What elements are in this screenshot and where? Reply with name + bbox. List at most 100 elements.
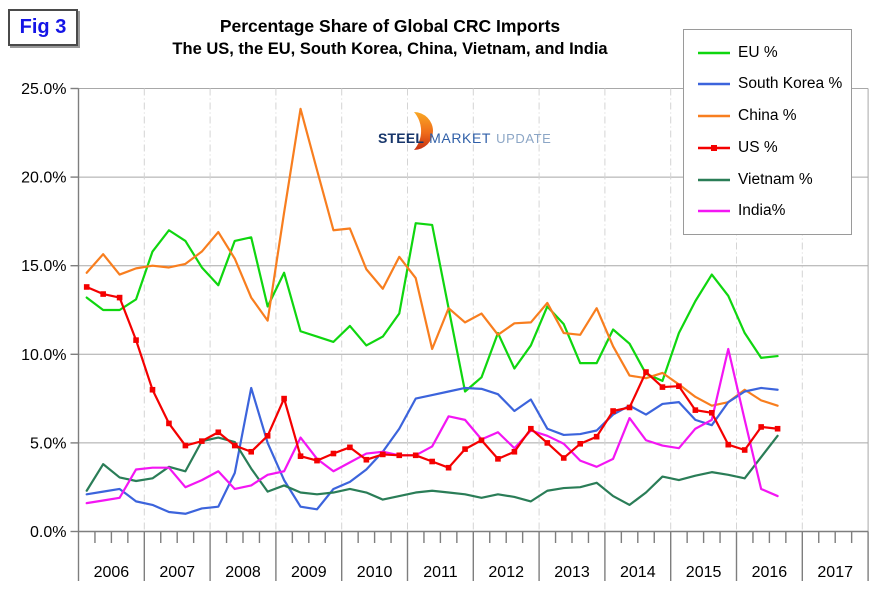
- series-marker-us: [709, 409, 715, 416]
- legend-item-eu: EU %: [697, 44, 851, 62]
- series-marker-us: [544, 440, 551, 446]
- series-line-us: [85, 285, 779, 469]
- series-marker-us: [741, 447, 748, 453]
- chart-title: Percentage Share of Global CRC Imports: [219, 16, 561, 36]
- x-year-label: 2008: [225, 564, 261, 581]
- chart-title-block: Percentage Share of Global CRC Imports T…: [80, 16, 700, 59]
- series-marker-us: [412, 452, 419, 459]
- series-marker-us: [149, 386, 156, 393]
- series-marker-us: [462, 446, 468, 452]
- x-year-label: 2011: [423, 564, 458, 581]
- legend-swatch-south-korea: [698, 83, 730, 86]
- series-marker-us: [593, 433, 600, 440]
- series-line-eu: [85, 222, 779, 393]
- series-marker-us: [560, 455, 567, 461]
- series-south-korea: [85, 386, 779, 515]
- series-marker-us: [363, 456, 370, 463]
- series-marker-us: [643, 369, 649, 375]
- legend-label-eu: EU %: [738, 43, 778, 61]
- legend-label-china: China %: [738, 107, 797, 125]
- series-marker-us: [528, 425, 534, 432]
- series-marker-us: [116, 294, 123, 301]
- legend-swatch-eu: [698, 51, 730, 54]
- x-axis-labels: 2006 2007 2008 2009 2010 2011 2012 2013 2014 2015…: [94, 564, 853, 581]
- series-marker-us: [692, 407, 699, 413]
- figure-label: Fig 3: [19, 16, 67, 38]
- series-marker-us: [248, 448, 254, 455]
- legend: EU % South Korea % China % US % Vietnam % Ind…: [683, 29, 852, 235]
- legend-item-vietnam: Vietnam %: [697, 171, 851, 189]
- x-year-label: 2009: [291, 564, 327, 581]
- x-year-label: 2006: [94, 564, 130, 581]
- y-tick-label: 0.0%: [30, 524, 66, 541]
- legend-swatch-china: [698, 114, 730, 118]
- axes: [70, 87, 869, 581]
- figure-badge: Fig 3: [8, 9, 78, 46]
- legend-item-us: US %: [697, 139, 851, 157]
- series-line-india: [85, 347, 779, 505]
- legend-label-us: US %: [738, 138, 778, 156]
- series-marker-us: [478, 437, 485, 444]
- series-marker-us: [511, 448, 518, 455]
- series-us: [83, 284, 781, 471]
- legend-swatch-india: [698, 210, 730, 213]
- series-marker-us: [610, 408, 616, 414]
- series-marker-us: [100, 291, 106, 297]
- series-line-south-korea: [85, 386, 779, 515]
- y-axis-labels: 0.0% 5.0% 10.0% 15.0% 20.0% 25.0%: [21, 81, 66, 541]
- x-year-label: 2014: [620, 564, 656, 581]
- series-eu: [85, 222, 779, 393]
- series-marker-us: [495, 456, 501, 462]
- legend-label-south-korea: South Korea %: [738, 75, 843, 93]
- series-china: [85, 107, 779, 407]
- series-marker-us: [774, 425, 781, 432]
- chart-subtitle: The US, the EU, South Korea, China, Viet…: [172, 40, 608, 58]
- logo-word-steel: STEEL: [378, 130, 425, 146]
- series-marker-us: [347, 444, 353, 451]
- series-marker-us: [231, 442, 238, 449]
- x-year-label: 2013: [554, 564, 590, 581]
- series-marker-us: [264, 433, 271, 439]
- series-marker-us: [166, 420, 172, 427]
- y-tick-label: 15.0%: [21, 258, 66, 275]
- y-tick-label: 10.0%: [21, 347, 66, 364]
- y-tick-label: 25.0%: [21, 81, 66, 98]
- legend-label-india: India%: [738, 202, 786, 220]
- x-year-label: 2012: [488, 564, 524, 581]
- legend-item-china: China %: [697, 107, 851, 125]
- legend-swatch-vietnam: [698, 178, 730, 181]
- legend-label-vietnam: Vietnam %: [738, 170, 813, 188]
- series-marker-us: [429, 458, 435, 465]
- series-marker-us: [297, 453, 304, 459]
- series-marker-us: [314, 457, 320, 464]
- logo-crescent-icon: [414, 112, 433, 150]
- series-marker-us: [758, 424, 764, 430]
- steel-market-update-logo: STEEL MARKET UPDATE: [376, 108, 576, 156]
- x-year-label: 2007: [159, 564, 195, 581]
- x-year-label: 2017: [817, 564, 853, 581]
- x-year-label: 2016: [752, 564, 788, 581]
- series-marker-us: [676, 383, 682, 389]
- series-marker-us: [725, 441, 732, 448]
- series-marker-us: [199, 438, 205, 444]
- series-marker-us: [626, 404, 633, 411]
- series-marker-us: [330, 450, 337, 457]
- series-marker-us: [659, 384, 666, 390]
- series-marker-us: [396, 452, 403, 459]
- series-marker-us: [182, 442, 189, 449]
- series-marker-us: [380, 451, 386, 458]
- series-india: [85, 347, 779, 505]
- series-marker-us: [281, 395, 287, 402]
- series-marker-us: [577, 440, 583, 447]
- series-line-china: [85, 107, 779, 407]
- x-year-label: 2015: [686, 564, 722, 581]
- logo-word-market: MARKET: [429, 130, 492, 146]
- series-marker-us: [133, 337, 139, 343]
- series-marker-us: [215, 429, 222, 436]
- y-tick-label: 20.0%: [21, 170, 66, 187]
- logo-word-update: UPDATE: [496, 131, 552, 146]
- logo-text: STEEL MARKET UPDATE: [378, 130, 551, 146]
- legend-swatch-us: [698, 144, 730, 151]
